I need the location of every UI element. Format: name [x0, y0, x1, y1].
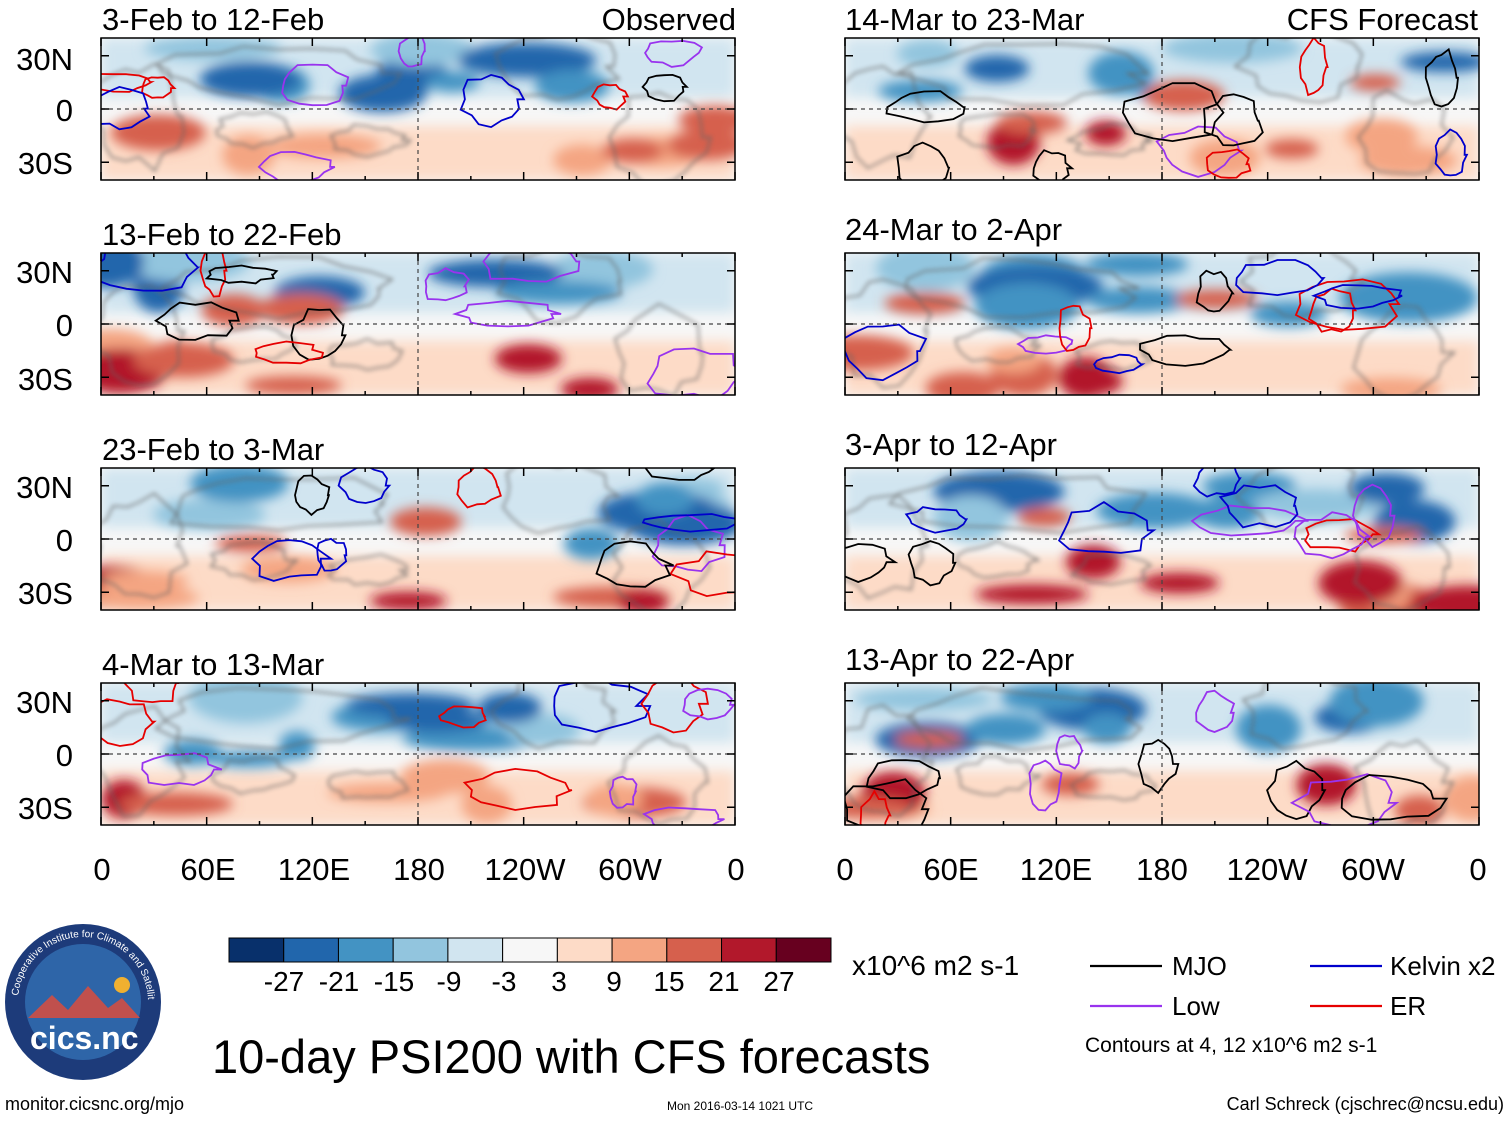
- author-credit: Carl Schreck (cjschrec@ncsu.edu): [1226, 1094, 1504, 1114]
- lat-label-30n-row3: 30N: [16, 470, 73, 505]
- lon-label-left-120e: 120E: [277, 852, 351, 887]
- colorbar-swatch-6: [556, 937, 613, 963]
- lon-label-right-0: 0: [836, 852, 854, 887]
- lon-label-right-60w: 60W: [1341, 852, 1405, 887]
- panel-title-6: 24-Mar to 2-Apr: [845, 212, 1063, 247]
- colorbar-label-neg9: -9: [436, 966, 462, 997]
- column-header-observed: Observed: [601, 2, 736, 37]
- lon-label-right-360: 0: [1469, 852, 1487, 887]
- lon-label-left-120w: 120W: [484, 852, 566, 887]
- colorbar-label-neg15: -15: [373, 966, 415, 997]
- lat-label-30n-row1: 30N: [16, 42, 73, 77]
- colorbar-swatch-9: [721, 937, 777, 963]
- legend-label-er: ER: [1390, 991, 1427, 1021]
- map-panel-1: [100, 37, 736, 181]
- lat-label-eq-row2: 0: [55, 308, 73, 343]
- colorbar-label-neg27: -27: [263, 966, 305, 997]
- colorbar-label-3: 3: [551, 966, 567, 997]
- colorbar-label-neg3: -3: [491, 966, 517, 997]
- lat-label-30s-row1: 30S: [17, 146, 73, 181]
- lon-label-left-60w: 60W: [598, 852, 662, 887]
- lon-label-left-0: 0: [93, 852, 111, 887]
- lat-label-30n-row2: 30N: [16, 255, 73, 290]
- lat-label-eq-row4: 0: [55, 738, 73, 773]
- colorbar-swatch-7: [611, 937, 668, 963]
- lat-label-30s-row3: 30S: [17, 576, 73, 611]
- panel-title-5: 14-Mar to 23-Mar: [845, 2, 1085, 37]
- legend-label-kelvin: Kelvin x2: [1390, 951, 1496, 981]
- colorbar-label-21: 21: [708, 966, 740, 997]
- panel-title-8: 13-Apr to 22-Apr: [845, 642, 1075, 677]
- lat-label-30n-row4: 30N: [16, 685, 73, 720]
- panel-title-4: 4-Mar to 13-Mar: [102, 647, 325, 682]
- colorbar-swatch-4: [447, 937, 504, 963]
- colorbar-swatch-1: [283, 937, 339, 963]
- lon-label-left-180: 180: [393, 852, 445, 887]
- timestamp: Mon 2016-03-14 1021 UTC: [667, 1099, 814, 1113]
- colorbar-swatch-2: [337, 937, 394, 963]
- figure-title: 10-day PSI200 with CFS forecasts: [212, 1030, 931, 1083]
- colorbar-label-9: 9: [606, 966, 622, 997]
- lat-label-30s-row2: 30S: [17, 362, 73, 397]
- lat-label-eq-row1: 0: [55, 93, 73, 128]
- column-header-forecast: CFS Forecast: [1286, 2, 1478, 37]
- legend-contour-note: Contours at 4, 12 x10^6 m2 s-1: [1085, 1034, 1378, 1057]
- lon-label-right-60e: 60E: [923, 852, 979, 887]
- lon-label-right-180: 180: [1136, 852, 1188, 887]
- lat-label-30s-row4: 30S: [17, 791, 73, 826]
- colorbar-swatch-8: [666, 937, 723, 963]
- colorbar-swatch-3: [392, 937, 449, 963]
- panel-title-7: 3-Apr to 12-Apr: [845, 427, 1057, 462]
- panel-title-1: 3-Feb to 12-Feb: [102, 2, 325, 37]
- map-panel-2: [100, 252, 736, 396]
- colorbar-swatch-5: [502, 937, 558, 963]
- logo-text: cics.nc: [30, 1020, 139, 1056]
- map-panel-4: [100, 682, 736, 826]
- map-panel-8: [844, 682, 1480, 826]
- colorbar: [228, 937, 832, 963]
- panel-title-3: 23-Feb to 3-Mar: [102, 432, 325, 467]
- legend-label-low: Low: [1172, 991, 1220, 1021]
- map-panel-3: [100, 467, 736, 611]
- colorbar-swatch-0: [228, 937, 285, 963]
- lon-label-left-60e: 60E: [180, 852, 236, 887]
- colorbar-label-neg21: -21: [318, 966, 360, 997]
- colorbar-label-15: 15: [653, 966, 685, 997]
- lon-label-right-120w: 120W: [1226, 852, 1308, 887]
- colorbar-label-27: 27: [763, 966, 795, 997]
- legend-label-mjo: MJO: [1172, 951, 1227, 981]
- map-panel-7: [844, 467, 1480, 611]
- lat-label-eq-row3: 0: [55, 523, 73, 558]
- map-panel-5: [844, 37, 1480, 181]
- map-panel-6: [844, 252, 1480, 396]
- website-url[interactable]: monitor.cicsnc.org/mjo: [5, 1094, 185, 1114]
- panel-title-2: 13-Feb to 22-Feb: [102, 217, 342, 252]
- lon-label-right-120e: 120E: [1019, 852, 1093, 887]
- colorbar-swatch-10: [775, 937, 832, 963]
- colorbar-units: x10^6 m2 s-1: [852, 950, 1020, 981]
- lon-label-left-360: 0: [727, 852, 745, 887]
